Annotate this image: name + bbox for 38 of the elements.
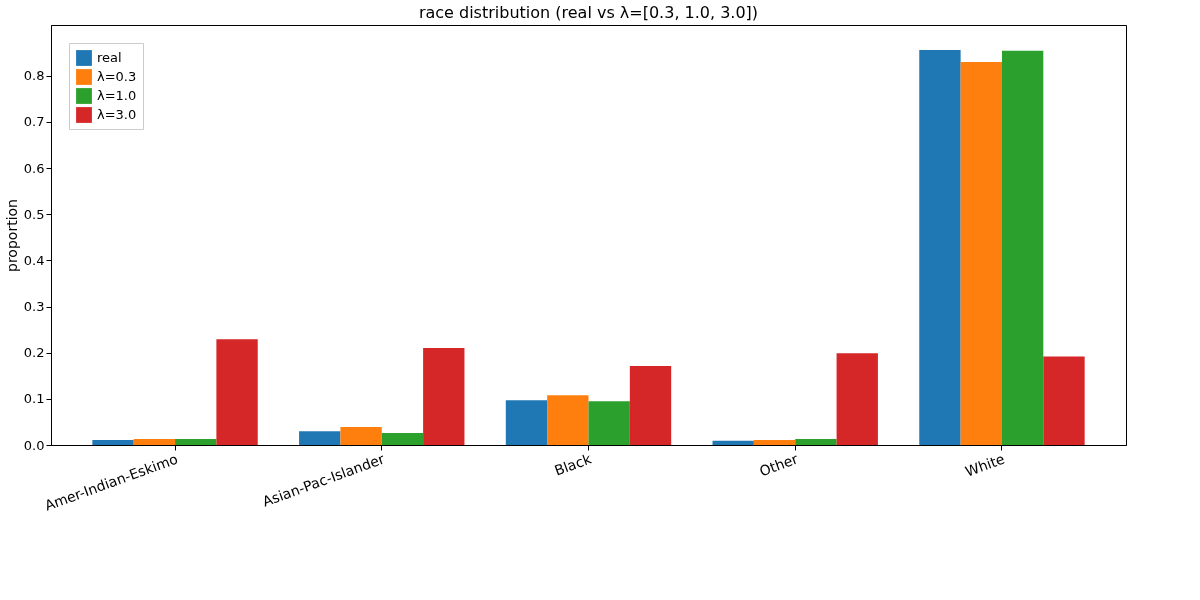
bar	[919, 49, 961, 445]
y-tick-label: 0.3	[23, 299, 45, 315]
y-tick-label: 0.8	[23, 68, 45, 84]
bar	[836, 353, 878, 445]
bar	[299, 431, 341, 445]
bar	[381, 433, 424, 445]
y-tick-label: 0.0	[23, 437, 45, 453]
y-tick-label: 0.5	[23, 206, 45, 222]
x-tick-label: White	[963, 450, 1007, 480]
bar	[175, 439, 217, 445]
bar	[1043, 356, 1085, 445]
bar	[753, 439, 796, 445]
legend-label: λ=0.3	[97, 69, 137, 84]
y-tick-label: 0.1	[23, 391, 45, 407]
bar	[588, 401, 630, 445]
bar	[216, 339, 258, 445]
legend-label: λ=3.0	[97, 107, 137, 122]
bar	[505, 400, 548, 445]
bar	[133, 439, 176, 445]
x-tick-label: Other	[757, 450, 801, 480]
bar	[629, 366, 672, 445]
legend-label: real	[97, 50, 122, 65]
bar	[795, 439, 837, 445]
y-tick-label: 0.2	[23, 345, 45, 361]
legend-label: λ=1.0	[97, 88, 137, 103]
y-tick-label: 0.7	[23, 114, 45, 130]
bar	[712, 440, 754, 445]
chart-title: race distribution (real vs λ=[0.3, 1.0, 3.0])	[418, 3, 759, 22]
bar	[92, 439, 134, 445]
bar	[340, 427, 382, 445]
bar	[960, 61, 1002, 445]
y-tick-label: 0.4	[23, 252, 45, 268]
bar	[423, 348, 465, 445]
bar	[1001, 50, 1044, 445]
x-tick-label: Black	[552, 450, 595, 479]
y-tick-label: 0.6	[23, 160, 45, 176]
bar	[547, 395, 589, 445]
y-axis-title: proportion	[3, 199, 20, 272]
